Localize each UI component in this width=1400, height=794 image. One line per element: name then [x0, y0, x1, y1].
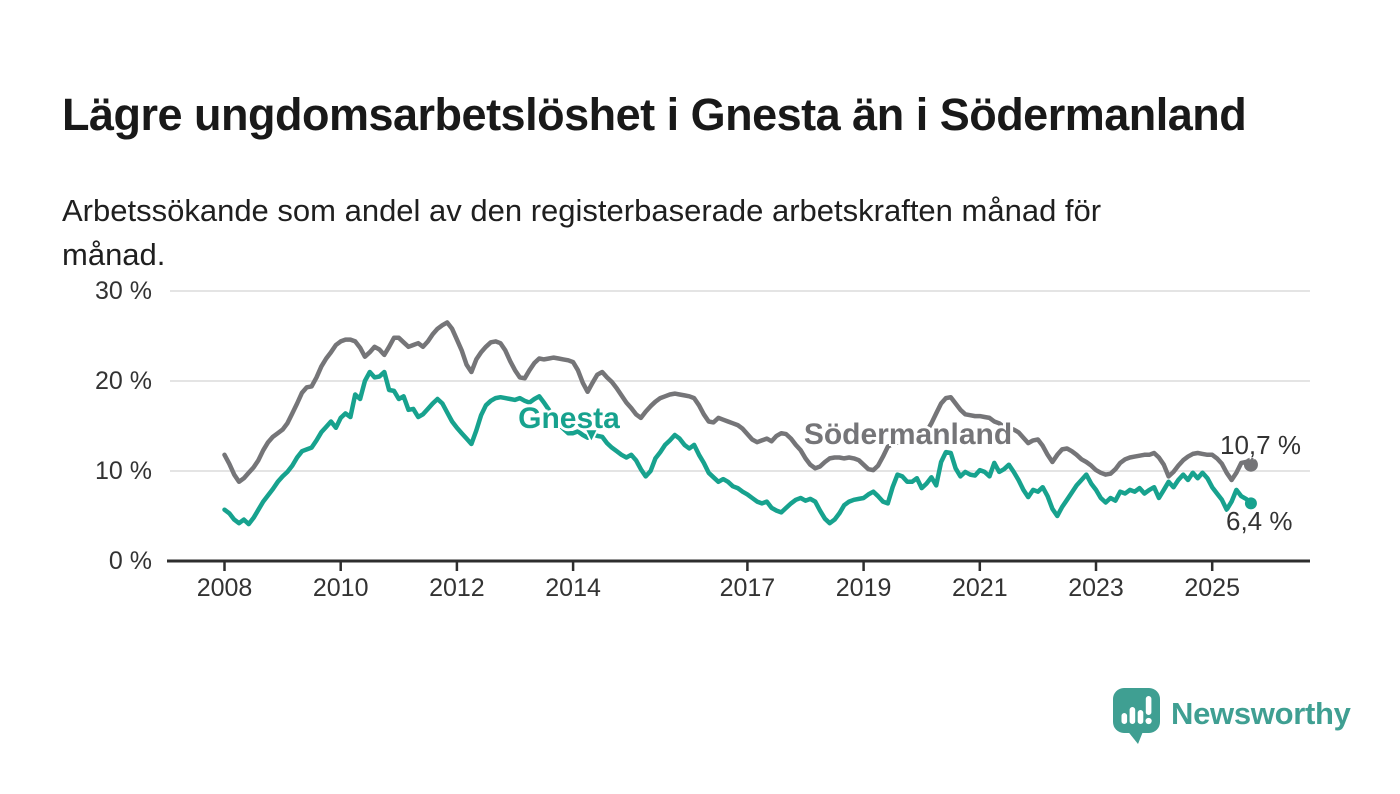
series-line-gnesta	[222, 369, 1254, 527]
series-line-södermanland	[222, 320, 1254, 485]
end-value-gnesta: 6,4 %	[1226, 506, 1293, 536]
chart-subtitle: Arbetssökande som andel av den registerb…	[62, 193, 1102, 272]
series-label-sodermanland: Södermanland	[803, 418, 1013, 451]
newsworthy-logo-icon	[1113, 688, 1160, 744]
series-end-dot-gnesta	[1244, 497, 1257, 510]
newsworthy-logo-text: Newsworthy	[1171, 696, 1351, 731]
newsworthy-logo: Newsworthy	[1112, 686, 1351, 746]
end-value-sodermanland: 10,7 %	[1220, 430, 1301, 460]
series-label-gnesta: Gnesta	[518, 402, 620, 435]
series-end-dot-södermanland	[1243, 457, 1258, 472]
page-title: Lägre ungdomsarbetslöshet i Gnesta än i …	[62, 89, 1247, 141]
arrow-down-icon: ▼	[583, 425, 600, 444]
